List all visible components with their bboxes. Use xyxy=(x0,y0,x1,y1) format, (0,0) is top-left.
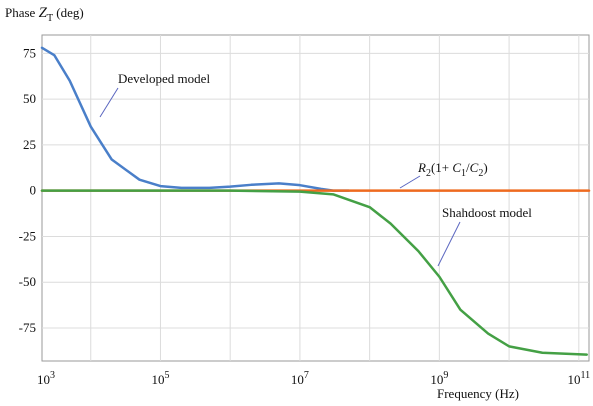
shahdoost-leader-line xyxy=(437,221,461,267)
series-lines xyxy=(40,46,591,356)
y-tick-label: -75 xyxy=(19,320,36,335)
y-tick-label: -50 xyxy=(19,274,36,289)
series-line-2 xyxy=(40,189,589,356)
x-tick-label: 107 xyxy=(291,370,309,387)
plot-area xyxy=(41,34,590,362)
x-tick-label: 1011 xyxy=(567,370,590,387)
developed-leader-line xyxy=(99,87,119,118)
shahdoost-annotation: Shahdoost model xyxy=(442,205,532,220)
series-line-0 xyxy=(40,46,350,192)
x-tick-label: 105 xyxy=(151,370,169,387)
y-tick-label: 50 xyxy=(23,91,36,106)
x-tick-labels: 103 105 107 109 1011 xyxy=(37,370,590,387)
y-tick-labels: 75 50 25 0 -25 -50 -75 xyxy=(19,45,36,335)
r2-leader-line xyxy=(399,175,421,189)
y-axis-label: Phase ZT (deg) xyxy=(5,5,84,24)
r2-annotation: R2(1+ C1/C2) xyxy=(417,160,488,179)
x-axis-label: Frequency (Hz) xyxy=(437,386,519,401)
x-tick-label: 103 xyxy=(37,370,55,387)
x-tick-label: 109 xyxy=(430,370,448,387)
y-tick-label: 25 xyxy=(23,137,36,152)
y-tick-label: 75 xyxy=(23,45,36,60)
developed-annotation: Developed model xyxy=(118,71,210,86)
y-tick-label: -25 xyxy=(19,228,36,243)
y-tick-label: 0 xyxy=(30,183,37,198)
grid xyxy=(42,35,589,361)
